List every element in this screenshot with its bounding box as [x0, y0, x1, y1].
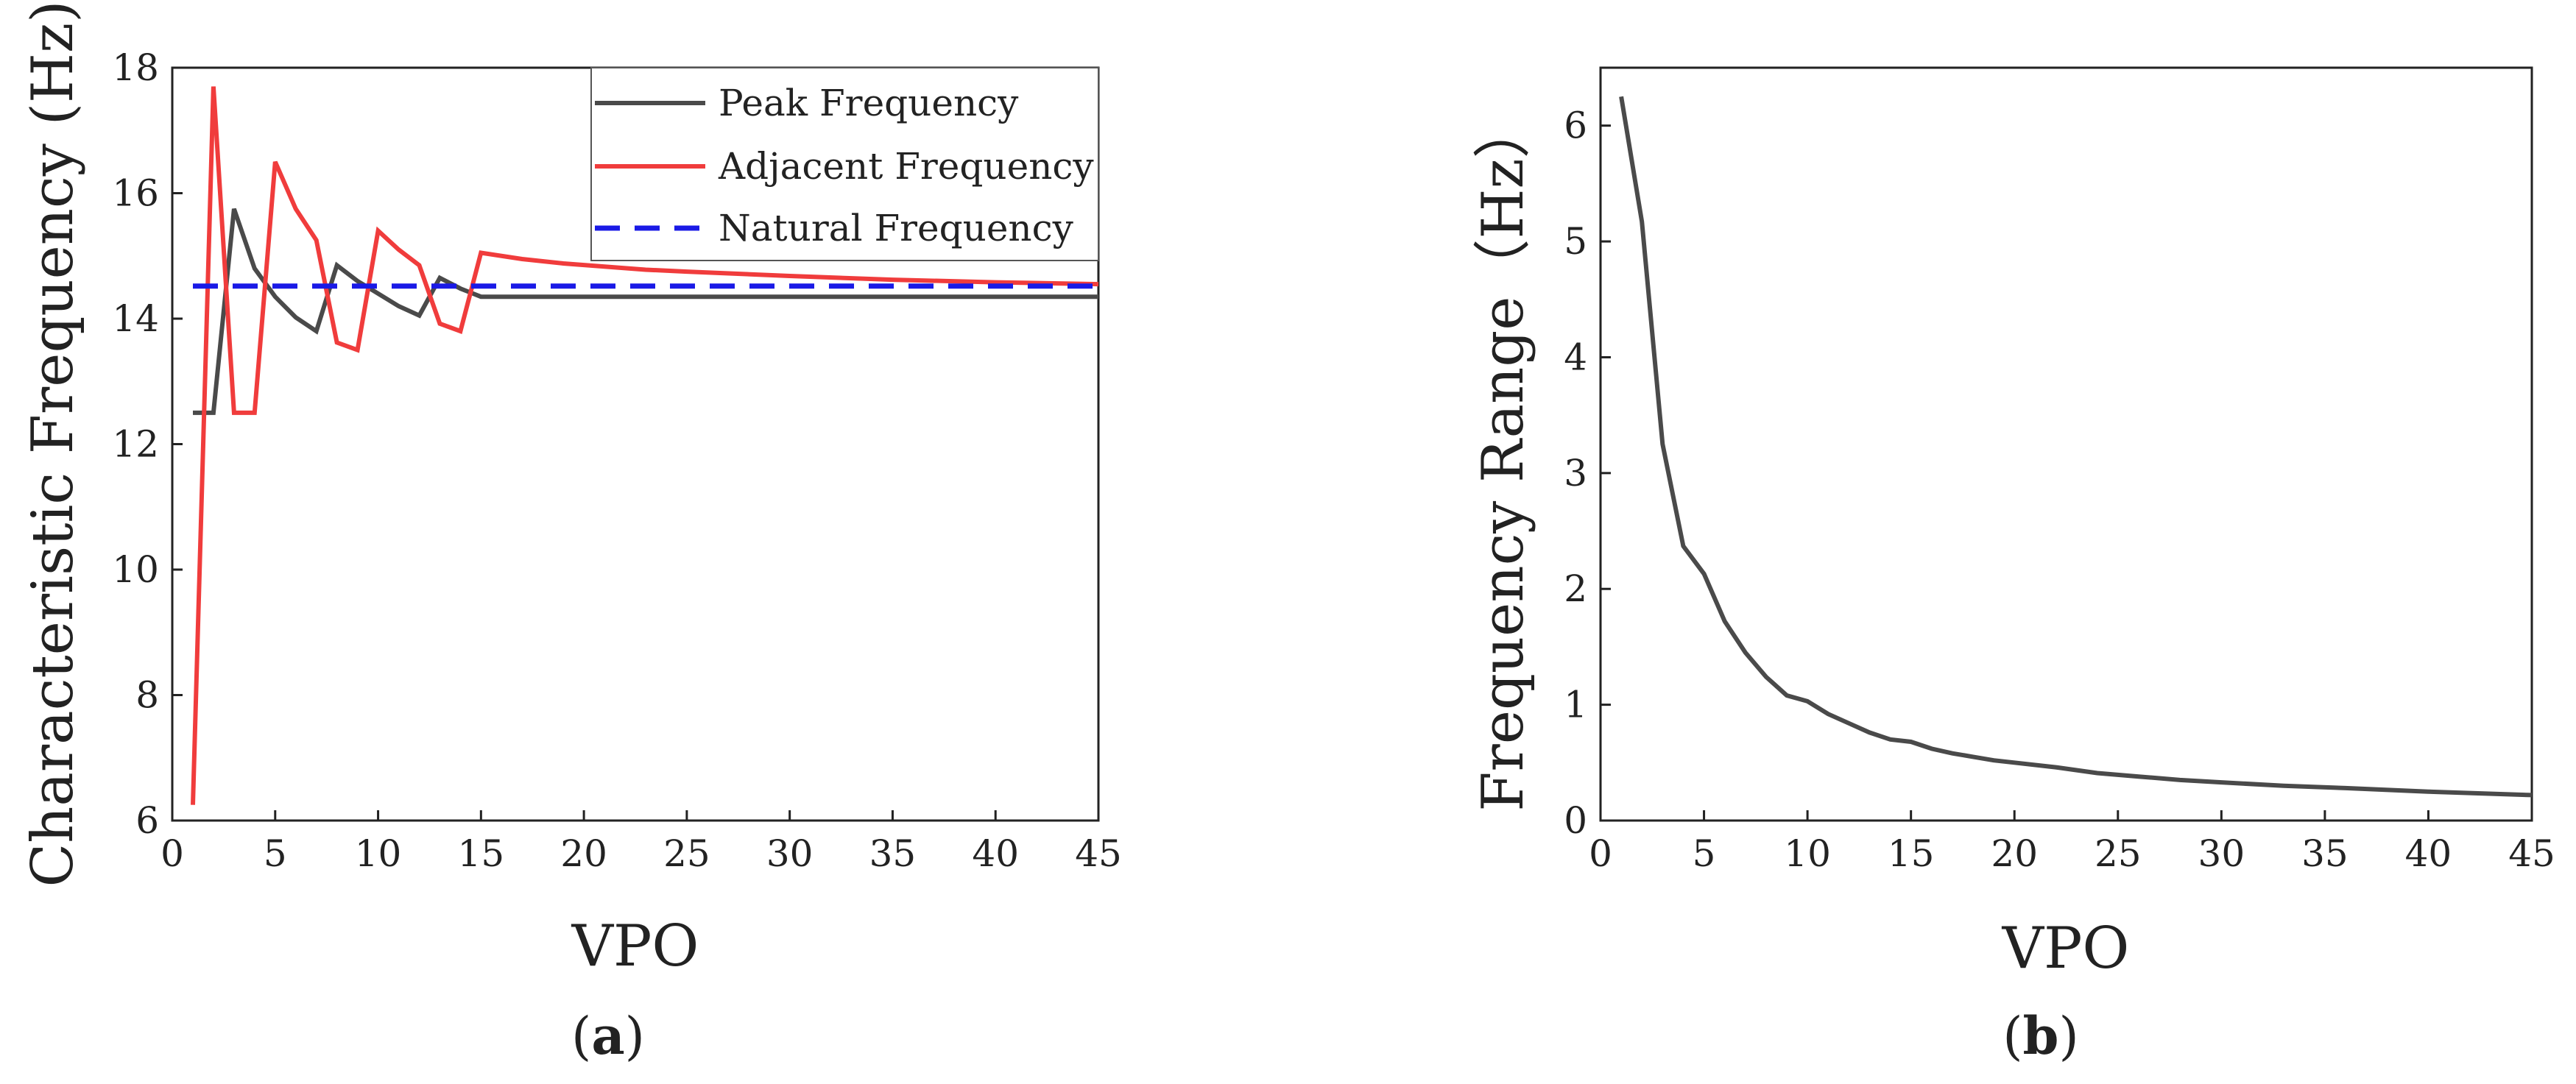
series-line-panel-b-0 — [1619, 96, 2533, 798]
y-tick-label: 3 — [1564, 452, 1587, 495]
legend-label-adjacent: Adjacent Frequency — [718, 145, 1094, 188]
x-axis-title-b: VPO — [2002, 915, 2130, 982]
y-axis-b: 0 1 2 3 4 5 6 — [1564, 104, 1611, 842]
y-tick-label: 6 — [135, 799, 159, 842]
x-tick-label: 25 — [663, 832, 710, 875]
y-tick-label: 12 — [112, 423, 159, 466]
x-tick-label: 45 — [2508, 832, 2555, 875]
x-tick-label: 20 — [1991, 832, 2038, 875]
x-tick-label: 30 — [766, 832, 814, 875]
legend-a: Peak Frequency Adjacent Frequency Natura… — [590, 67, 1099, 261]
x-tick-label: 15 — [458, 832, 505, 875]
x-axis-title-a: VPO — [571, 913, 699, 980]
panel-caption-b: (b) — [2002, 1005, 2079, 1066]
y-tick-label: 5 — [1564, 220, 1587, 263]
x-tick-label: 35 — [869, 832, 917, 875]
x-tick-label: 5 — [264, 832, 287, 875]
x-tick-label: 10 — [355, 832, 402, 875]
chart-panel-a: 0 5 10 15 20 25 30 35 40 45 6 8 10 12 14 16 18 VPO Char… — [20, 0, 1122, 1066]
y-tick-label: 4 — [1564, 336, 1587, 378]
y-tick-label: 18 — [112, 46, 159, 89]
x-axis-b: 0 5 10 15 20 25 30 35 40 45 — [1589, 810, 2555, 875]
series-group-a — [191, 86, 1099, 805]
x-tick-label: 10 — [1784, 832, 1831, 875]
x-tick-label: 25 — [2095, 832, 2142, 875]
panel-caption-a: (a) — [571, 1005, 645, 1066]
y-axis-a: 6 8 10 12 14 16 18 — [112, 46, 183, 842]
y-tick-label: 0 — [1564, 799, 1587, 842]
x-tick-label: 35 — [2301, 832, 2349, 875]
y-tick-label: 14 — [112, 297, 159, 340]
series-line-adjacent-frequency — [191, 86, 1099, 805]
x-tick-label: 20 — [560, 832, 607, 875]
y-tick-label: 10 — [112, 548, 159, 591]
y-axis-title-a: Characteristic Frequency (Hz) — [20, 0, 86, 887]
plot-area-b — [1599, 66, 2533, 822]
x-tick-label: 15 — [1888, 832, 1935, 875]
x-axis-a: 0 5 10 15 20 25 30 35 40 45 — [160, 810, 1122, 875]
x-tick-label: 0 — [1589, 832, 1612, 875]
y-tick-label: 1 — [1564, 684, 1587, 726]
x-tick-label: 0 — [160, 832, 184, 875]
series-group-b — [1619, 96, 2533, 798]
y-tick-label: 16 — [112, 172, 159, 215]
x-tick-label: 40 — [972, 832, 1019, 875]
y-tick-label: 8 — [135, 674, 159, 717]
x-tick-label: 30 — [2198, 832, 2245, 875]
y-tick-label: 2 — [1564, 567, 1587, 610]
legend-label-natural: Natural Frequency — [719, 207, 1074, 249]
x-tick-label: 40 — [2405, 832, 2452, 875]
x-tick-label: 45 — [1075, 832, 1122, 875]
legend-label-peak: Peak Frequency — [719, 82, 1019, 124]
y-axis-title-b: Frequency Range（Hz） — [1470, 101, 1536, 811]
y-tick-label: 6 — [1564, 104, 1587, 147]
x-tick-label: 5 — [1693, 832, 1716, 875]
